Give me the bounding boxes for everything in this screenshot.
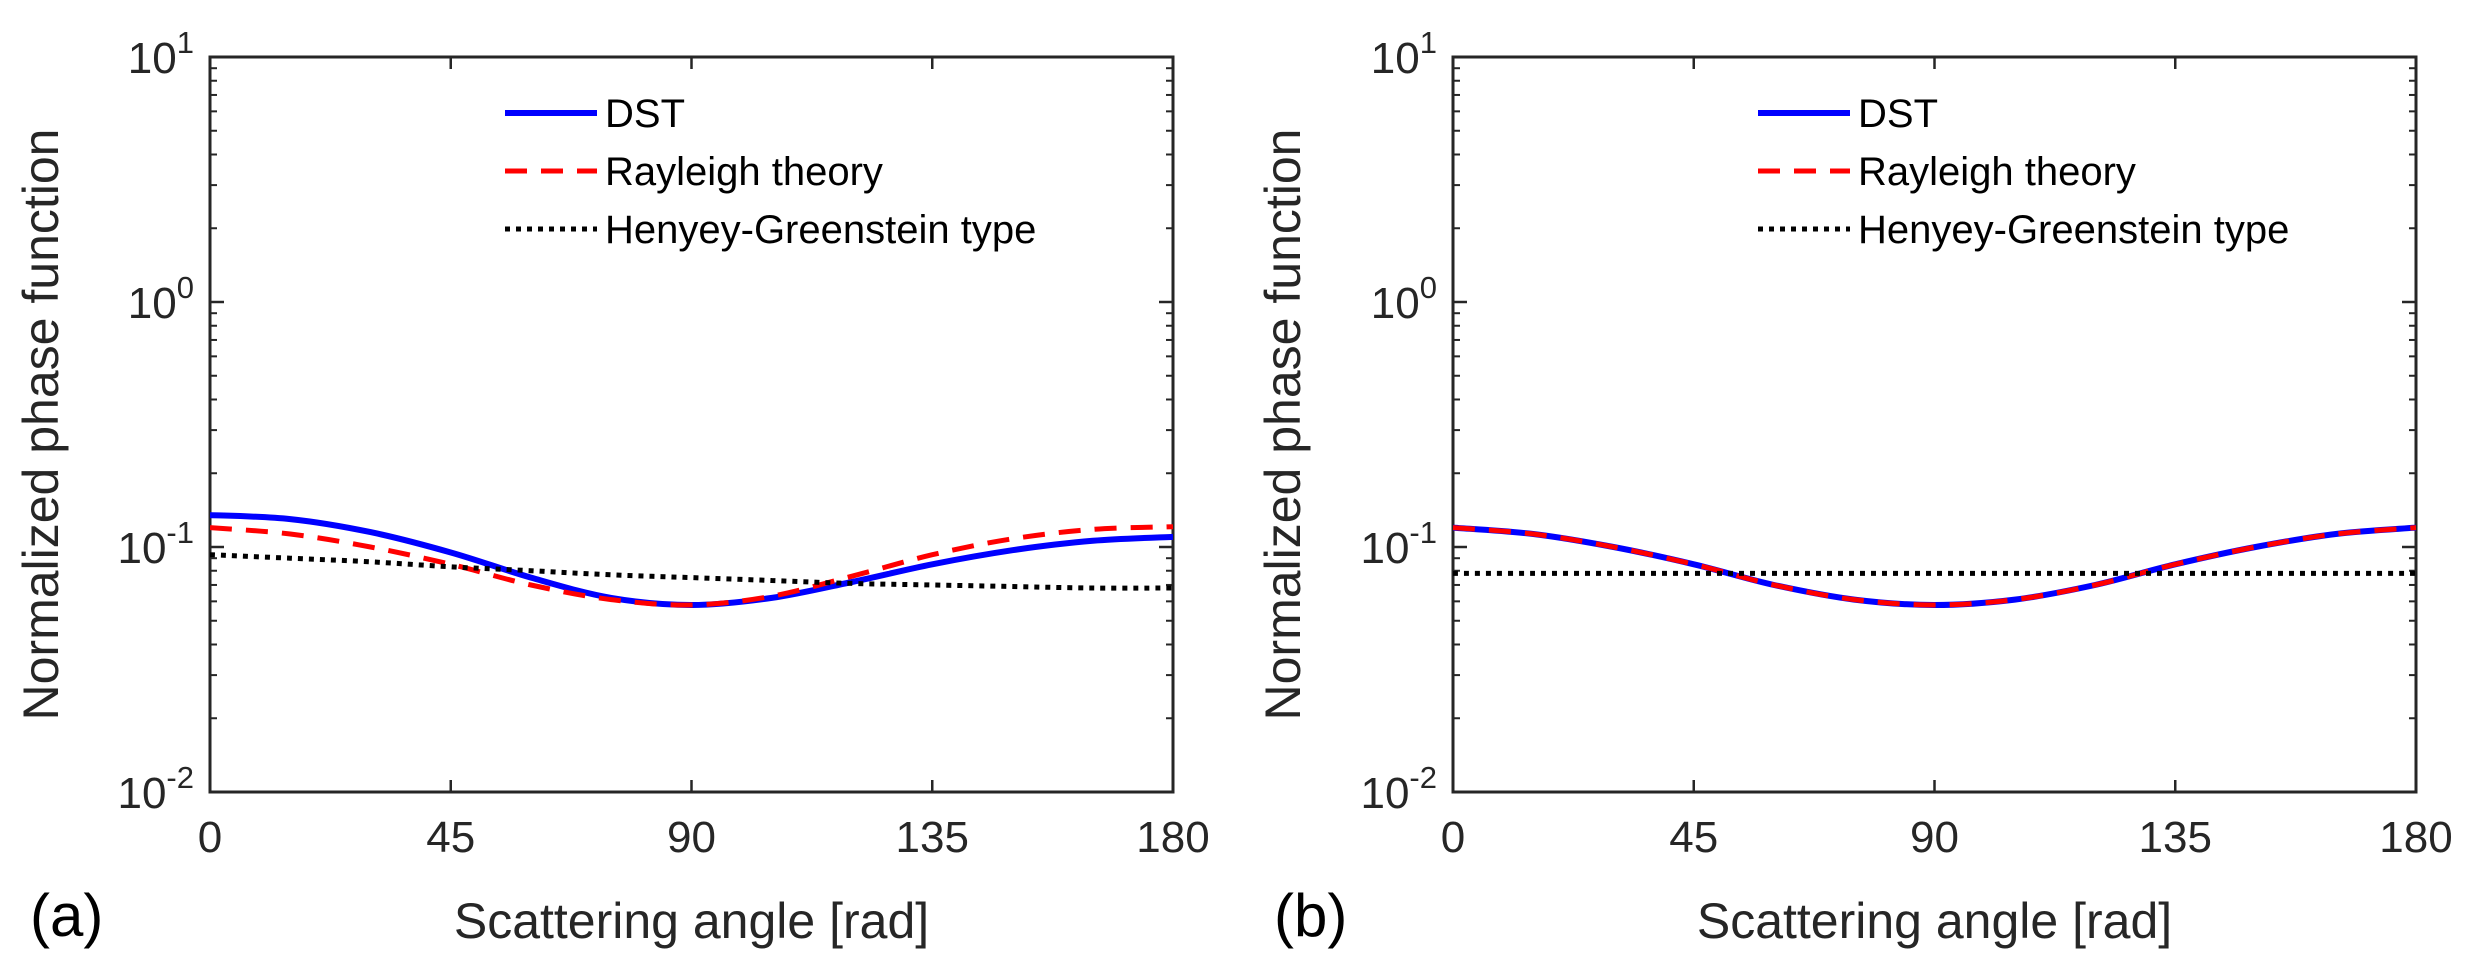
x-axis-label: Scattering angle [rad] (454, 893, 929, 949)
axes-box (1451, 55, 2418, 794)
x-axis-label: Scattering angle [rad] (1697, 893, 2172, 949)
legend-label: DST (1858, 92, 1938, 136)
y-tick-label: 101 (1371, 25, 1437, 83)
legend-label: DST (605, 92, 685, 136)
y-tick-exponent: 1 (177, 25, 194, 60)
y-tick-label: 100 (128, 270, 194, 328)
y-tick-label: 10-1 (117, 515, 194, 573)
y-axis-label: Normalized phase function (13, 129, 69, 721)
x-tick-label: 135 (2139, 813, 2212, 862)
y-tick-exponent: 0 (1420, 270, 1437, 305)
y-tick-label: 100 (1371, 270, 1437, 328)
y-tick-base: 10 (117, 769, 166, 818)
y-tick-exponent: -1 (1409, 515, 1437, 550)
series-group (210, 512, 1173, 609)
y-tick-exponent: -2 (166, 760, 194, 795)
y-tick-base: 10 (1371, 279, 1420, 328)
x-tick-label: 180 (1136, 813, 1209, 862)
x-tick-label: 90 (1910, 813, 1959, 862)
panel-label: (b) (1274, 882, 1347, 949)
x-tick-label: 180 (2379, 813, 2452, 862)
y-tick-base: 10 (1360, 769, 1409, 818)
x-tick-label: 45 (1669, 813, 1718, 862)
y-tick-base: 10 (128, 279, 177, 328)
y-tick-exponent: -2 (1409, 760, 1437, 795)
series-line-rayleigh-theory (210, 524, 1173, 608)
y-axis-label: Normalized phase function (1255, 129, 1311, 721)
y-tick-label: 10-1 (1360, 515, 1437, 573)
y-tick-label: 101 (128, 25, 194, 83)
y-tick-exponent: 0 (177, 270, 194, 305)
y-tick-exponent: -1 (166, 515, 194, 550)
x-tick-label: 0 (1441, 813, 1465, 862)
series-line-henyey-greenstein-type (210, 552, 1173, 591)
x-tick-label: 135 (896, 813, 969, 862)
axes-box (208, 55, 1175, 794)
y-tick-base: 10 (117, 524, 166, 573)
legend-label: Rayleigh theory (1858, 150, 2136, 194)
legend-label: Henyey-Greenstein type (1858, 208, 2289, 252)
legend: DST Rayleigh theory Henyey-Greenstein type (505, 92, 1036, 252)
x-tick-label: 45 (426, 813, 475, 862)
y-tick-base: 10 (1360, 524, 1409, 573)
legend-label: Rayleigh theory (605, 150, 883, 194)
y-tick-exponent: 1 (1420, 25, 1437, 60)
legend-label: Henyey-Greenstein type (605, 208, 1036, 252)
x-tick-label: 0 (198, 813, 222, 862)
y-tick-label: 10-2 (117, 760, 194, 818)
y-tick-base: 10 (128, 34, 177, 83)
y-tick-base: 10 (1371, 34, 1420, 83)
panel-label: (a) (30, 882, 103, 949)
series-group (1453, 524, 2416, 609)
x-tick-label: 90 (667, 813, 716, 862)
y-tick-label: 10-2 (1360, 760, 1437, 818)
series-line-rayleigh-theory (1453, 525, 2416, 608)
legend: DST Rayleigh theory Henyey-Greenstein type (1758, 92, 2289, 252)
